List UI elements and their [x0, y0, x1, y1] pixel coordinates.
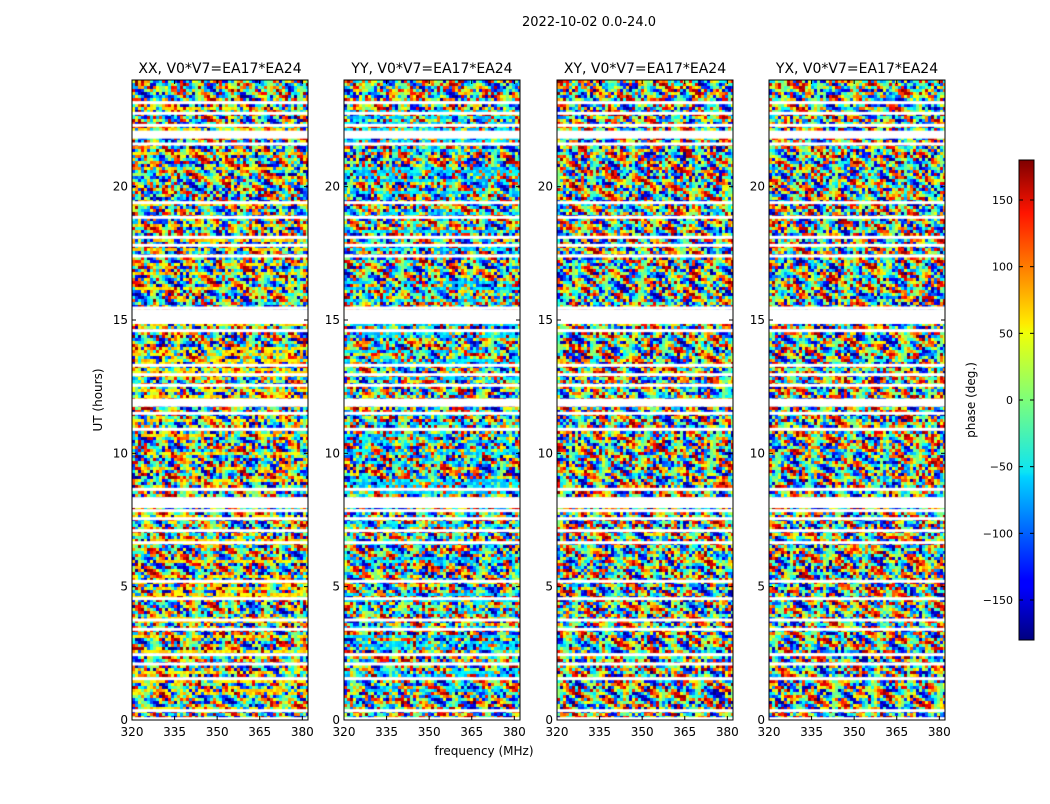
- figure-title: 2022-10-02 0.0-24.0: [522, 15, 656, 30]
- panel-yy-frame: [343, 79, 521, 721]
- x-tick-label: 365: [673, 725, 696, 739]
- panel-yy-title: YY, V0*V7=EA17*EA24: [350, 61, 512, 77]
- x-tick-label: 380: [928, 725, 951, 739]
- y-tick-label: 15: [538, 313, 553, 327]
- y-tick-label: 5: [757, 580, 765, 594]
- x-tick-label: 335: [800, 725, 823, 739]
- panel-xx-heatmap: [132, 80, 308, 720]
- y-tick-label: 20: [538, 180, 553, 194]
- x-tick-label: 320: [121, 725, 144, 739]
- y-axis-label: UT (hours): [91, 368, 105, 431]
- x-tick-label: 380: [503, 725, 526, 739]
- y-tick-label: 10: [113, 446, 128, 460]
- y-tick-label: 10: [750, 446, 765, 460]
- x-tick-label: 380: [716, 725, 739, 739]
- x-axis-label: frequency (MHz): [434, 744, 533, 758]
- y-tick-label: 10: [325, 446, 340, 460]
- x-tick-label: 335: [163, 725, 186, 739]
- x-tick-label: 350: [418, 725, 441, 739]
- panel-yx: YX, V0*V7=EA17*EA24 320 335 350 365 380 0 5 10 15…: [750, 61, 951, 739]
- x-tick-label: 320: [546, 725, 569, 739]
- colorbar-tick-label: 100: [992, 261, 1013, 274]
- x-tick-label: 380: [291, 725, 314, 739]
- x-tick-label: 320: [333, 725, 356, 739]
- y-tick-label: 10: [538, 446, 553, 460]
- y-tick-label: 15: [325, 313, 340, 327]
- y-tick-label: 15: [113, 313, 128, 327]
- panel-yx-title: YX, V0*V7=EA17*EA24: [775, 61, 938, 77]
- y-tick-label: 0: [545, 713, 553, 727]
- panel-xy-title: XY, V0*V7=EA17*EA24: [564, 61, 726, 77]
- y-tick-label: 20: [113, 180, 128, 194]
- x-tick-label: 350: [843, 725, 866, 739]
- y-tick-label: 0: [332, 713, 340, 727]
- colorbar-label: phase (deg.): [964, 362, 978, 438]
- panel-yy-heatmap: [344, 80, 520, 720]
- y-tick-label: 5: [545, 580, 553, 594]
- x-tick-label: 365: [885, 725, 908, 739]
- panel-xy: XY, V0*V7=EA17*EA24 320 335 350 365 380 0 5 10 15…: [538, 61, 739, 739]
- colorbar-tick-label: 0: [1006, 394, 1013, 407]
- x-tick-label: 335: [375, 725, 398, 739]
- y-tick-label: 5: [332, 580, 340, 594]
- x-tick-label: 365: [460, 725, 483, 739]
- y-tick-label: 15: [750, 313, 765, 327]
- colorbar-tick-label: 150: [992, 194, 1013, 207]
- y-tick-label: 0: [757, 713, 765, 727]
- x-tick-label: 335: [588, 725, 611, 739]
- panel-yx-heatmap: [769, 80, 945, 720]
- colorbar-tick-label: −100: [983, 527, 1013, 540]
- y-tick-label: 20: [325, 180, 340, 194]
- panel-yx-frame: [768, 79, 946, 721]
- x-tick-label: 350: [206, 725, 229, 739]
- panel-xy-frame: [556, 79, 734, 721]
- x-tick-label: 320: [758, 725, 781, 739]
- colorbar-tick-label: 50: [999, 327, 1013, 340]
- x-tick-label: 365: [248, 725, 271, 739]
- colorbar-tick-label: −150: [983, 594, 1013, 607]
- panel-yy: YY, V0*V7=EA17*EA24 320 335 350 365 380 0 5 10 15…: [325, 61, 526, 739]
- panel-xx-title: XX, V0*V7=EA17*EA24: [138, 61, 301, 77]
- x-tick-label: 350: [631, 725, 654, 739]
- y-tick-label: 5: [120, 580, 128, 594]
- panel-xx: XX, V0*V7=EA17*EA24 320 335 350 365 380 0 5 10 15…: [113, 61, 314, 739]
- y-tick-label: 20: [750, 180, 765, 194]
- colorbar: 150 100 50 0 −50 −100 −150 phase (deg.): [964, 159, 1035, 641]
- y-tick-label: 0: [120, 713, 128, 727]
- colorbar-tick-label: −50: [990, 461, 1013, 474]
- panel-xy-heatmap: [557, 80, 733, 720]
- panel-xx-frame: [131, 79, 309, 721]
